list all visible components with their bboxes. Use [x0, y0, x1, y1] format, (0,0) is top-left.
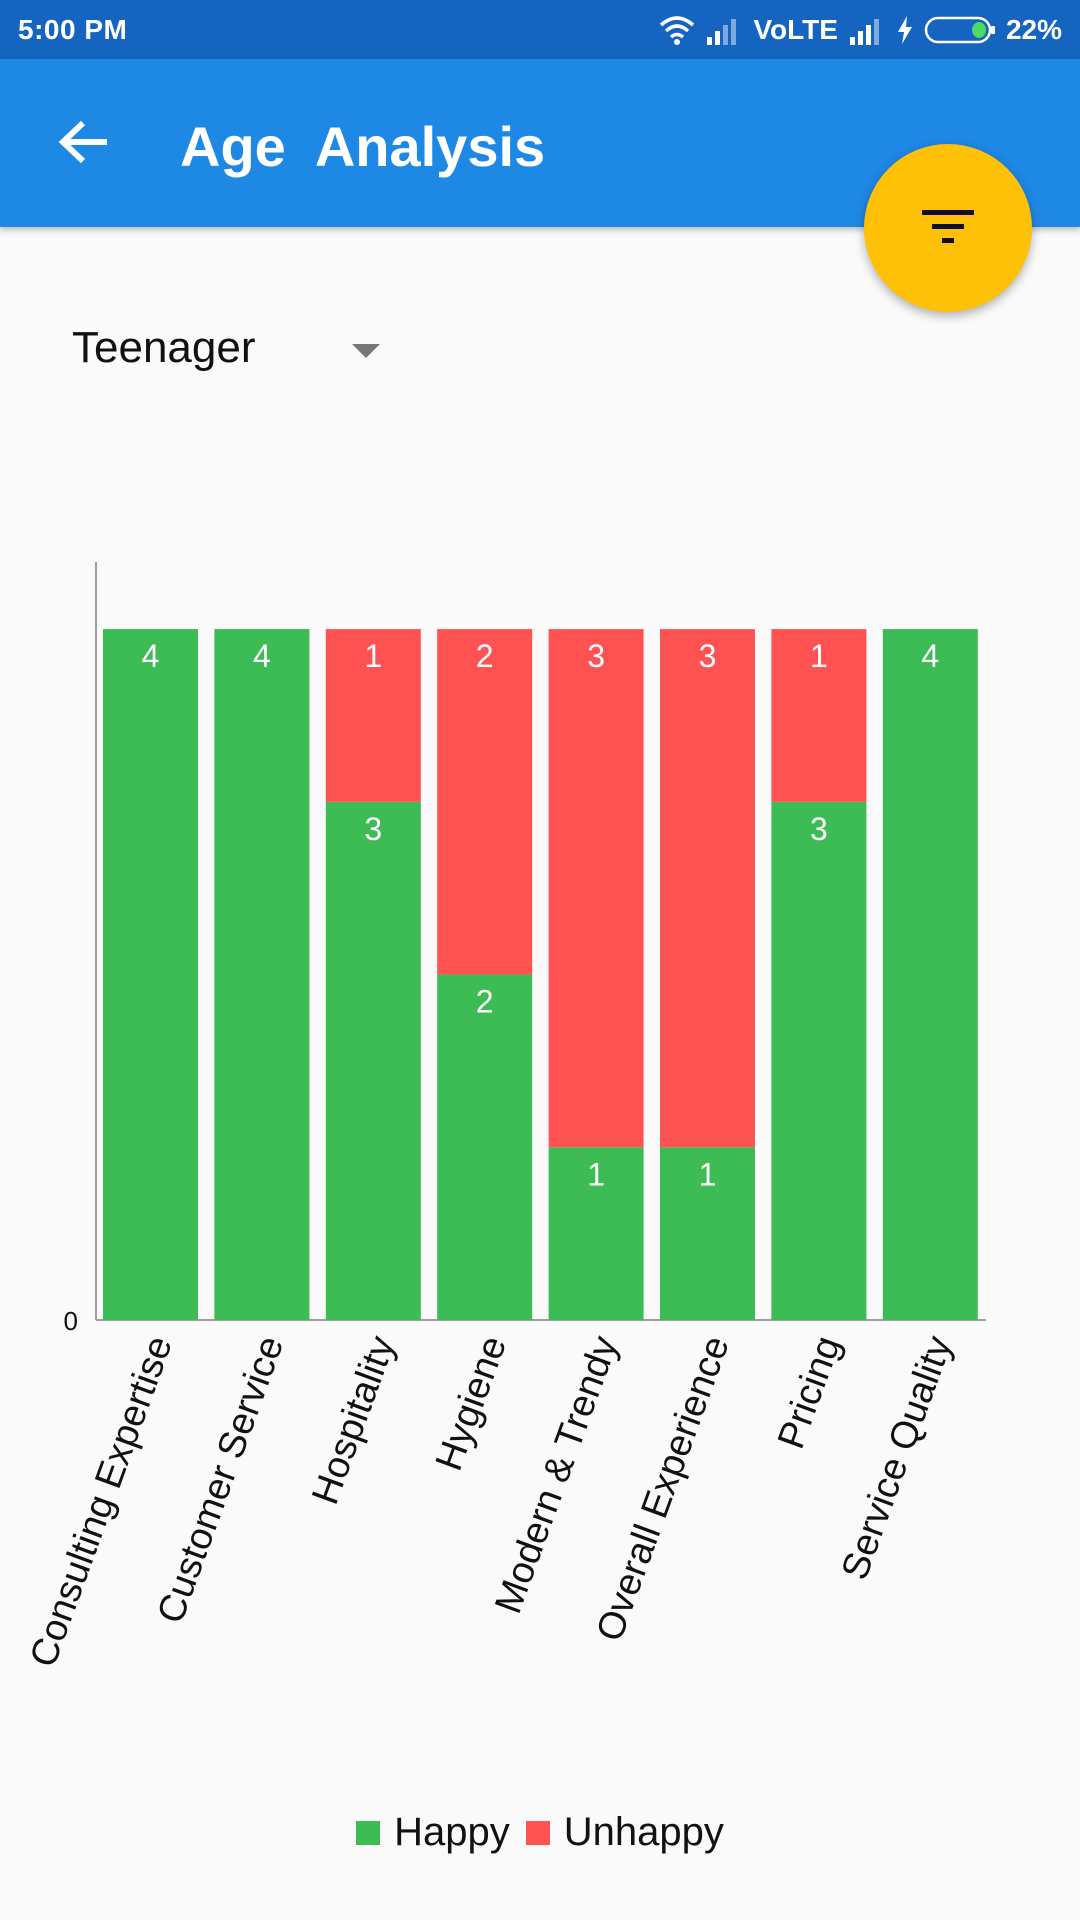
filter-button[interactable]	[864, 144, 1032, 312]
x-category-label: Consulting Expertise	[22, 1331, 181, 1673]
stacked-bar-chart: 0 4 Consulting Expertise 4 Customer Service…	[22, 562, 986, 1673]
bar-segment-happy	[548, 1147, 644, 1320]
dropdown-arrow-icon	[352, 344, 380, 358]
bar-value-label: 3	[364, 811, 382, 847]
bar-value-label: 4	[921, 638, 939, 674]
signal-strong-icon	[849, 19, 879, 45]
charging-icon	[897, 16, 912, 44]
x-category-label: Hygiene	[428, 1331, 515, 1476]
wifi-icon	[660, 16, 695, 45]
page-title: Age Analysis	[180, 115, 546, 178]
legend-label: Happy	[394, 1810, 510, 1854]
status-icons: VoLTE 22%	[659, 10, 1062, 50]
x-category-label: Customer Service	[150, 1331, 293, 1629]
bar-value-label: 1	[587, 1156, 605, 1192]
x-category-label: Modern & Trendy	[487, 1331, 626, 1619]
x-category-label: Hospitality	[304, 1331, 403, 1510]
legend-swatch	[356, 1820, 381, 1845]
bar-value-label: 3	[810, 811, 828, 847]
bar-value-label: 4	[253, 638, 271, 674]
bar-segment-unhappy	[325, 629, 421, 802]
arrow-left-icon	[58, 120, 107, 164]
bar-value-label: 3	[699, 638, 717, 674]
status-time: 5:00 PM	[18, 14, 128, 45]
bar-value-label: 2	[476, 984, 494, 1020]
bar-value-label: 2	[476, 638, 494, 674]
status-bar: 5:00 PM VoLTE 22%	[0, 0, 1080, 59]
age-group-dropdown[interactable]: Teenager	[72, 312, 392, 384]
filter-icon	[922, 210, 974, 243]
x-category-label: Service Quality	[834, 1331, 961, 1586]
bar-segment-happy	[214, 629, 310, 1320]
bar-segment-unhappy	[548, 629, 644, 1148]
y-tick-label: 0	[64, 1306, 78, 1336]
bar-segment-happy	[660, 1147, 755, 1320]
legend-swatch	[525, 1820, 550, 1845]
bar-segment-unhappy	[660, 629, 755, 1148]
legend-label: Unhappy	[563, 1810, 724, 1854]
bar-segment-happy	[437, 974, 533, 1320]
bar-segment-unhappy	[437, 629, 533, 975]
legend-item-unhappy: Unhappy	[525, 1810, 724, 1855]
x-category-label: Pricing	[770, 1331, 849, 1455]
battery-icon	[924, 16, 995, 44]
bar-segment-happy	[103, 629, 198, 1320]
bar-segment-happy	[771, 801, 867, 1320]
dropdown-selected-value: Teenager	[72, 323, 256, 372]
chart-legend: Happy Unhappy	[0, 1810, 1080, 1855]
bar-value-label: 1	[699, 1156, 717, 1192]
legend-item-happy: Happy	[356, 1810, 510, 1855]
bar-segment-unhappy	[771, 629, 867, 802]
bar-value-label: 3	[587, 638, 605, 674]
network-type: VoLTE	[753, 14, 838, 45]
bar-value-label: 1	[364, 638, 382, 674]
battery-level: 22%	[1005, 14, 1062, 45]
bar-value-label: 4	[142, 638, 160, 674]
signal-weak-icon	[707, 19, 737, 45]
bar-segment-happy	[325, 801, 421, 1320]
back-button[interactable]	[40, 97, 130, 187]
bar-segment-happy	[882, 629, 978, 1320]
bar-value-label: 1	[810, 638, 828, 674]
